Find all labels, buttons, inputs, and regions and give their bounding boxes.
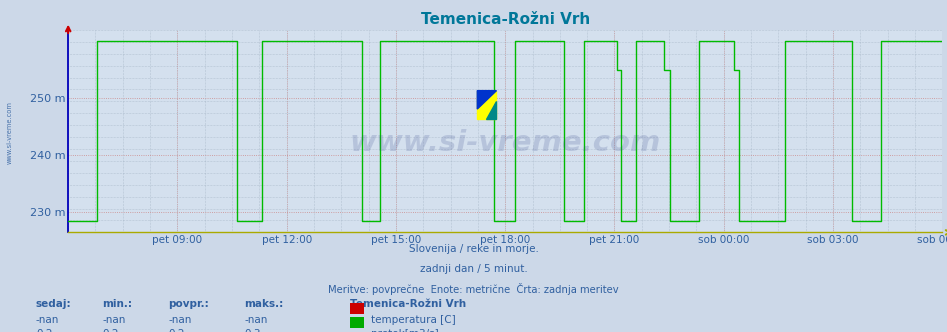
Title: Temenica-Rožni Vrh: Temenica-Rožni Vrh [420,12,590,27]
Text: -nan: -nan [102,315,126,325]
Text: Meritve: povprečne  Enote: metrične  Črta: zadnja meritev: Meritve: povprečne Enote: metrične Črta:… [329,283,618,295]
Text: 0,2: 0,2 [169,329,185,332]
Text: -nan: -nan [244,315,268,325]
Text: povpr.:: povpr.: [169,299,209,309]
Text: pretok[m3/s]: pretok[m3/s] [371,329,439,332]
Polygon shape [486,101,496,119]
Text: zadnji dan / 5 minut.: zadnji dan / 5 minut. [420,264,527,274]
Text: Temenica-Rožni Vrh: Temenica-Rožni Vrh [350,299,467,309]
Text: 0,3: 0,3 [244,329,260,332]
Polygon shape [477,91,496,119]
Text: Slovenija / reke in morje.: Slovenija / reke in morje. [408,244,539,254]
Text: -nan: -nan [169,315,192,325]
Text: min.:: min.: [102,299,133,309]
Text: -nan: -nan [36,315,60,325]
Text: 0,2: 0,2 [36,329,52,332]
Text: sedaj:: sedaj: [36,299,72,309]
Polygon shape [477,91,496,109]
Text: www.si-vreme.com: www.si-vreme.com [7,101,12,164]
Text: www.si-vreme.com: www.si-vreme.com [349,129,661,157]
Text: 0,2: 0,2 [102,329,118,332]
Text: temperatura [C]: temperatura [C] [371,315,456,325]
Text: maks.:: maks.: [244,299,283,309]
